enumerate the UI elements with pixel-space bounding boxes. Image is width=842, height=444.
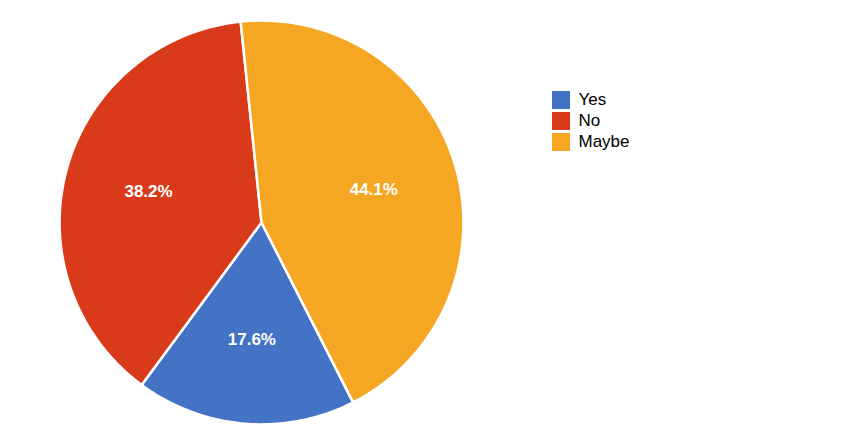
svg-text:38.2%: 38.2% <box>124 182 172 201</box>
html-text:Yes: Yes <box>578 90 607 109</box>
html-text:Maybe: Maybe <box>578 132 630 151</box>
svg-text:17.6%: 17.6% <box>228 330 276 349</box>
html-text:No: No <box>578 111 601 130</box>
svg-text:44.1%: 44.1% <box>350 180 398 199</box>
